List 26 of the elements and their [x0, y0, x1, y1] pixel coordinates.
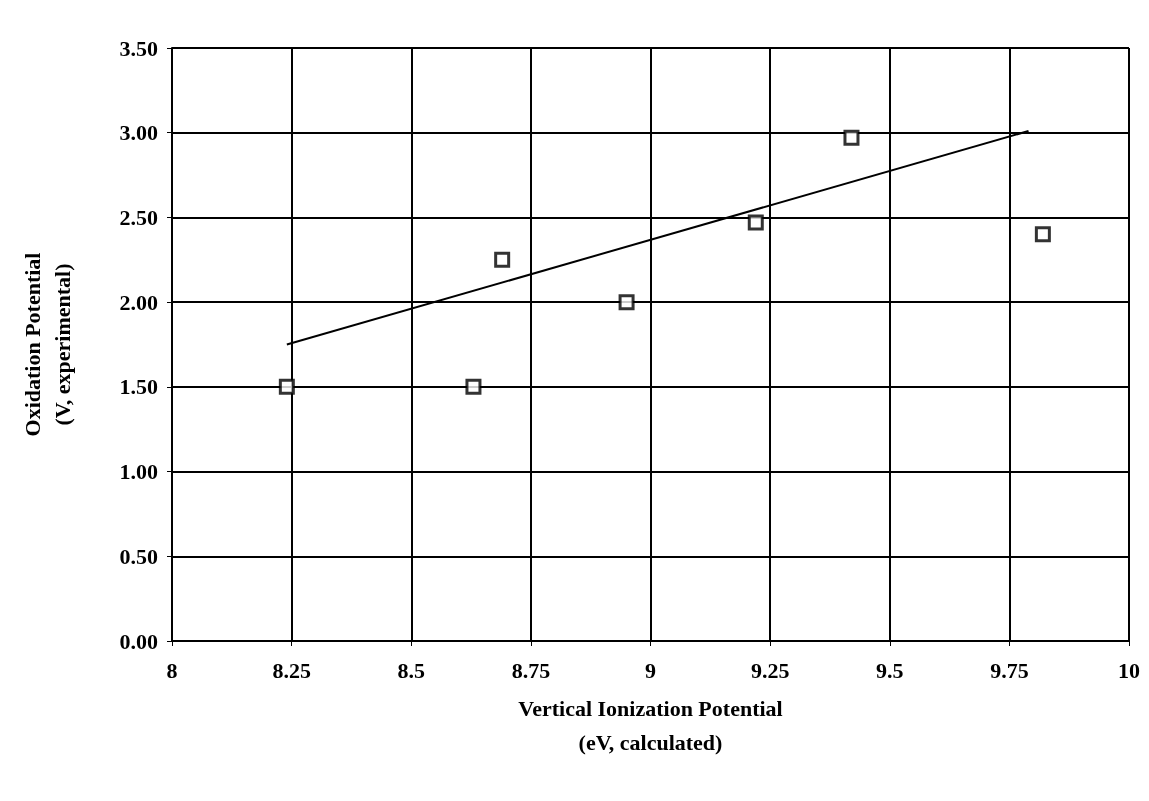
x-tick-label: 8.25 — [272, 657, 311, 683]
y-tick-label: 1.50 — [119, 374, 158, 400]
x-tick-label: 10 — [1118, 657, 1140, 683]
x-tick-label: 8 — [166, 657, 178, 683]
y-tick-label: 2.00 — [119, 289, 158, 315]
x-tick-label: 9.75 — [990, 657, 1029, 683]
y-tick-label: 3.00 — [119, 120, 158, 146]
x-tick-label: 9.25 — [750, 657, 790, 683]
point — [747, 214, 764, 231]
x-tick-label: 8.75 — [511, 657, 551, 683]
point — [618, 294, 635, 311]
y-tick-label: 0.00 — [119, 628, 158, 654]
y-tick-label: 1.00 — [119, 459, 158, 485]
y-axis-title: Oxidation Potential (V, experimental) — [19, 252, 75, 437]
y-tick-label: 3.50 — [119, 35, 158, 61]
point — [1034, 226, 1051, 243]
point — [494, 251, 511, 268]
x-tick-label: 9 — [645, 657, 656, 683]
y-tick-label: 2.50 — [119, 204, 158, 230]
x-tick-label: 8.5 — [397, 657, 425, 683]
point — [278, 378, 295, 395]
point — [843, 129, 860, 146]
y-tick-label: 0.50 — [119, 543, 158, 569]
x-tick-label: 9.5 — [876, 657, 904, 683]
x-axis-title: Vertical Ionization Potential (eV, calculated) — [518, 695, 783, 755]
point — [465, 378, 482, 395]
